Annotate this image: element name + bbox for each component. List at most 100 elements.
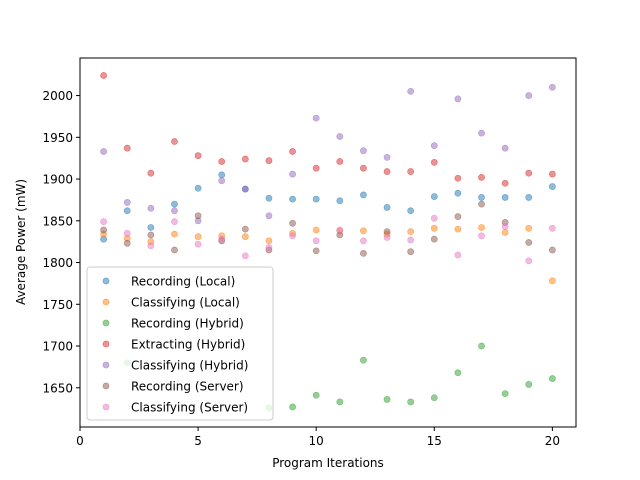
point-extracting-hybrid — [407, 168, 415, 175]
point-classifying-server — [478, 232, 485, 240]
point-classifying-server — [407, 236, 415, 244]
y-tick-label: 1750 — [42, 298, 73, 312]
x-axis-ticks: 0 5 10 15 20 — [76, 427, 560, 448]
point-recording-hybrid — [430, 394, 438, 402]
point-recording-server — [241, 225, 249, 233]
point-extracting-hybrid — [525, 169, 533, 177]
point-recording-local — [312, 195, 320, 203]
point-recording-local — [430, 193, 438, 200]
x-tick-label: 0 — [76, 434, 84, 448]
point-classifying-server — [123, 229, 131, 237]
y-tick-label: 1950 — [42, 131, 73, 145]
y-tick-label: 1850 — [42, 214, 73, 228]
point-classifying-local — [478, 224, 485, 231]
point-recording-local — [147, 224, 155, 231]
y-tick-label: 1700 — [42, 340, 73, 354]
point-recording-server — [430, 235, 438, 243]
legend-marker-recording-local — [102, 277, 110, 285]
point-classifying-local — [171, 230, 178, 238]
legend-marker-classifying-server — [102, 403, 110, 411]
point-recording-server — [289, 219, 296, 227]
point-classifying-hybrid — [383, 153, 391, 161]
point-classifying-hybrid — [430, 142, 438, 150]
point-recording-local — [171, 200, 178, 208]
point-classifying-hybrid — [265, 212, 273, 220]
point-classifying-local — [548, 277, 556, 285]
point-classifying-hybrid — [218, 177, 226, 185]
point-recording-local — [407, 207, 415, 215]
legend-label-recording-local: Recording (Local) — [131, 275, 235, 289]
point-classifying-hybrid — [123, 199, 131, 206]
point-recording-hybrid — [407, 398, 415, 406]
point-recording-server — [407, 248, 415, 256]
point-classifying-hybrid — [241, 185, 249, 193]
point-recording-local — [525, 194, 533, 201]
point-classifying-server — [100, 218, 108, 226]
point-classifying-server — [241, 252, 249, 260]
point-recording-local — [218, 171, 226, 179]
point-recording-hybrid — [289, 403, 296, 411]
point-classifying-server — [336, 226, 344, 234]
point-classifying-server — [289, 232, 296, 240]
point-classifying-hybrid — [336, 133, 344, 140]
point-classifying-hybrid — [147, 204, 155, 212]
point-extracting-hybrid — [147, 169, 155, 177]
x-axis-label: Program Iterations — [272, 456, 384, 470]
point-recording-local — [454, 189, 462, 197]
point-classifying-hybrid — [171, 207, 178, 215]
y-tick-label: 1650 — [42, 381, 73, 395]
point-recording-local — [123, 207, 131, 215]
point-recording-local — [501, 194, 509, 201]
point-classifying-local — [312, 226, 320, 234]
point-classifying-server — [501, 223, 509, 231]
point-recording-local — [194, 184, 202, 192]
point-classifying-hybrid — [501, 144, 509, 152]
point-recording-server — [360, 249, 367, 257]
point-classifying-local — [454, 225, 462, 233]
x-tick-label: 5 — [194, 434, 202, 448]
point-extracting-hybrid — [501, 179, 509, 187]
point-recording-server — [525, 239, 533, 246]
point-classifying-server — [171, 218, 178, 226]
point-recording-server — [194, 212, 202, 220]
point-recording-local — [336, 197, 344, 205]
legend-label-classifying-hybrid: Classifying (Hybrid) — [131, 359, 248, 373]
point-extracting-hybrid — [265, 157, 273, 165]
point-classifying-server — [218, 235, 226, 243]
point-extracting-hybrid — [241, 155, 249, 163]
point-recording-local — [478, 194, 485, 201]
legend-label-classifying-local: Classifying (Local) — [131, 296, 240, 310]
plot-frame — [79, 57, 577, 428]
legend-label-classifying-server: Classifying (Server) — [131, 401, 248, 415]
point-recording-hybrid — [312, 391, 320, 399]
point-recording-server — [478, 200, 485, 208]
point-recording-local — [548, 183, 556, 190]
point-extracting-hybrid — [360, 164, 367, 172]
point-classifying-hybrid — [525, 92, 533, 99]
point-extracting-hybrid — [312, 164, 320, 172]
point-classifying-server — [312, 237, 320, 245]
legend-marker-classifying-hybrid — [102, 361, 110, 369]
point-classifying-hybrid — [478, 129, 485, 137]
x-tick-label: 20 — [545, 434, 560, 448]
point-recording-hybrid — [548, 375, 556, 382]
point-recording-hybrid — [478, 342, 485, 350]
legend-box — [86, 266, 274, 421]
point-recording-hybrid — [454, 369, 462, 377]
point-classifying-local — [194, 233, 202, 241]
point-recording-local — [289, 195, 296, 203]
point-recording-hybrid — [360, 356, 367, 364]
point-extracting-hybrid — [478, 173, 485, 181]
point-recording-server — [548, 246, 556, 254]
point-extracting-hybrid — [123, 144, 131, 152]
point-extracting-hybrid — [218, 158, 226, 165]
point-extracting-hybrid — [194, 152, 202, 160]
point-classifying-hybrid — [312, 114, 320, 122]
legend-marker-classifying-local — [102, 298, 110, 306]
point-classifying-hybrid — [100, 148, 108, 155]
y-tick-label: 2000 — [42, 89, 73, 103]
legend-marker-extracting-hybrid — [102, 340, 110, 348]
point-classifying-hybrid — [548, 83, 556, 91]
point-extracting-hybrid — [289, 148, 296, 155]
point-recording-server — [123, 239, 131, 247]
